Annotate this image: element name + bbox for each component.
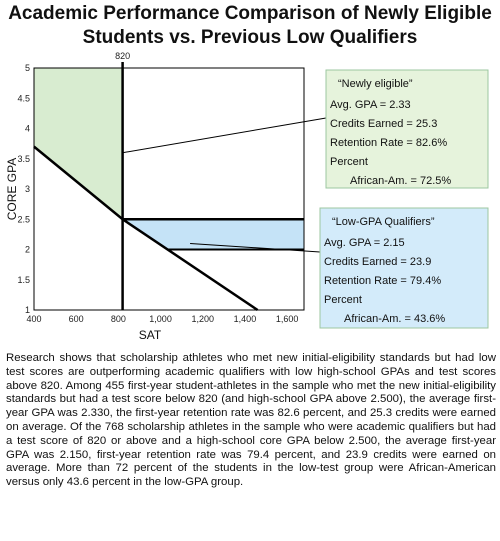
chart: 400 600 800 1,000 1,200 1,400 1,600 1 1.5 2 2.5 3 3… [5,51,489,342]
newly-eligible-pointer [122,117,327,154]
newly-eligible-line: Credits Earned = 25.3 [330,118,437,130]
annotations: “Newly eligible” Avg. GPA = 2.33 Credits E… [122,69,489,329]
newly-eligible-line: African-Am. = 72.5% [350,175,451,187]
y-tick-label: 2 [25,245,30,255]
newly-eligible-box [325,69,489,189]
newly-eligible-line: Percent [330,156,368,168]
x-tick-label: 800 [111,314,126,324]
cutoff-marker-label: 820 [115,51,130,61]
chart-title-line-2: Students vs. Previous Low Qualifiers [82,27,418,48]
y-tick-label: 3 [25,184,30,194]
regions [34,68,304,250]
chart-title-line-1: Academic Performance Comparison of Newly… [8,3,492,24]
low-gpa-qualifiers-line: Retention Rate = 79.4% [324,275,441,287]
plot-frame [33,67,305,311]
x-axis-ticks: 400 600 800 1,000 1,200 1,400 1,600 [26,314,298,324]
newly-eligible-title: “Newly eligible” [338,78,413,90]
y-tick-label: 2.5 [17,214,30,224]
low-gpa-qualifiers-box [319,207,489,329]
low-gpa-region [122,219,304,250]
x-tick-label: 400 [26,314,41,324]
newly-eligible-annotation: “Newly eligible” Avg. GPA = 2.33 Credits E… [122,69,489,189]
low-gpa-qualifiers-line: Credits Earned = 23.9 [324,256,431,268]
y-axis-label: CORE GPA [5,158,19,220]
low-gpa-qualifiers-annotation: “Low-GPA Qualifiers” Avg. GPA = 2.15 Credi… [190,207,489,329]
x-tick-label: 1,400 [234,314,257,324]
x-tick-label: 1,000 [149,314,172,324]
y-tick-label: 4 [25,124,30,134]
low-gpa-qualifiers-line: Percent [324,294,362,306]
x-axis-label: SAT [139,328,162,342]
newly-eligible-region [34,68,123,220]
newly-eligible-line: Avg. GPA = 2.33 [330,99,411,111]
y-tick-label: 1.5 [17,275,30,285]
newly-eligible-line: Retention Rate = 82.6% [330,137,447,149]
y-tick-label: 5 [25,63,30,73]
caption: Research shows that scholarship athletes… [6,352,496,489]
x-tick-label: 600 [69,314,84,324]
y-axis-ticks: 1 1.5 2 2.5 3 3.5 4 4.5 5 [17,63,30,315]
x-tick-label: 1,600 [276,314,299,324]
x-tick-label: 1,200 [191,314,214,324]
low-gpa-qualifiers-line: African-Am. = 43.6% [344,313,445,325]
low-gpa-qualifiers-title: “Low-GPA Qualifiers” [332,216,435,228]
y-tick-label: 4.5 [17,93,30,103]
low-gpa-qualifiers-pointer [190,242,321,253]
y-tick-label: 1 [25,305,30,315]
y-tick-label: 3.5 [17,154,30,164]
chart-title: Academic Performance Comparison of Newly… [0,2,500,50]
low-gpa-qualifiers-line: Avg. GPA = 2.15 [324,237,405,249]
